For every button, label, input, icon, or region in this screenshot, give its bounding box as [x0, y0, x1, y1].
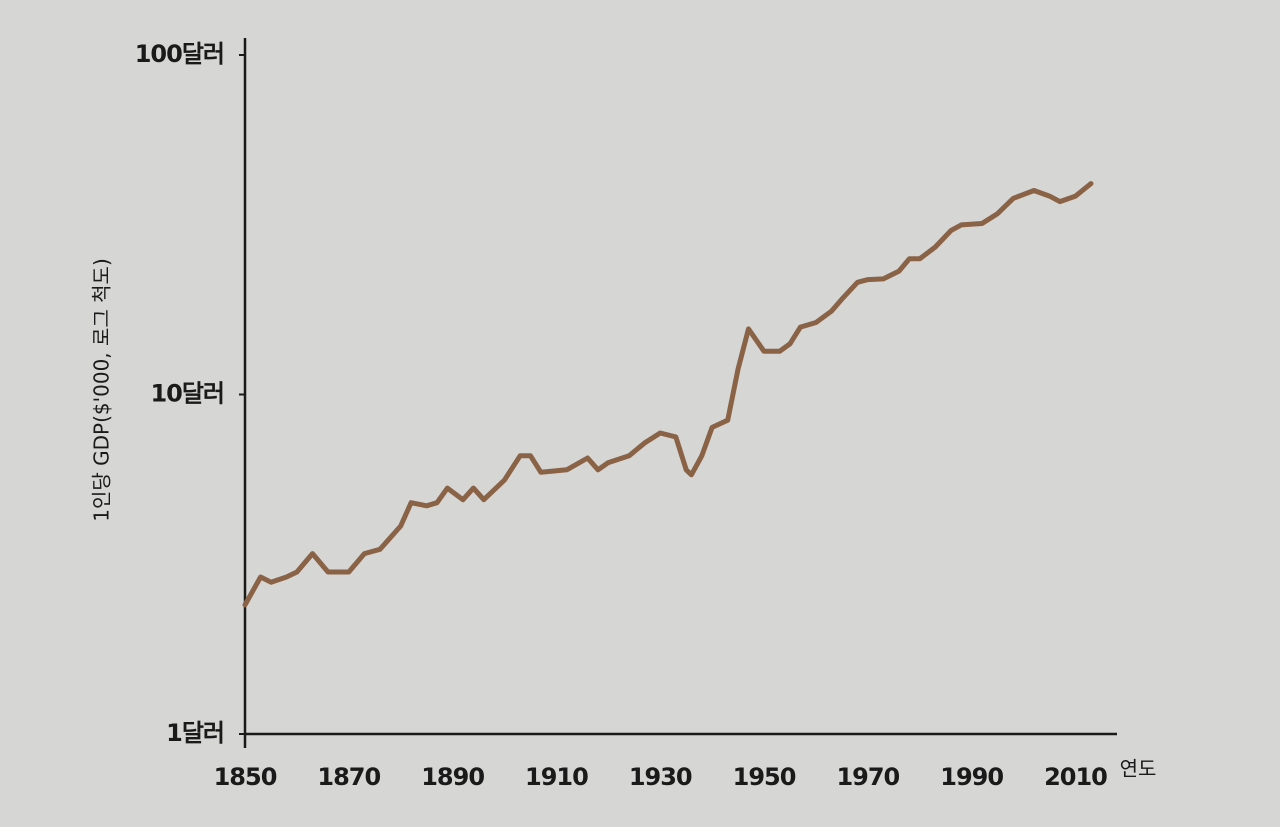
x-axis-label: 연도	[1120, 757, 1157, 781]
x-tick-label: 2010	[1044, 763, 1107, 791]
y-tick-label: 10달러	[150, 380, 224, 408]
y-tick-label: 100달러	[135, 40, 224, 68]
y-axis-label: 1인당 GDP($'000, 로그 척도)	[90, 258, 114, 522]
x-tick-label: 1890	[421, 763, 484, 791]
x-tick-label: 1990	[940, 763, 1003, 791]
x-tick-label: 1950	[733, 763, 796, 791]
x-tick-label: 1910	[525, 763, 588, 791]
x-tick-label: 1870	[317, 763, 380, 791]
x-tick-label: 1930	[629, 763, 692, 791]
data-line	[242, 181, 1094, 608]
x-tick-label: 1970	[836, 763, 899, 791]
x-tick-label: 1850	[214, 763, 277, 791]
y-tick-label: 1달러	[166, 719, 224, 747]
